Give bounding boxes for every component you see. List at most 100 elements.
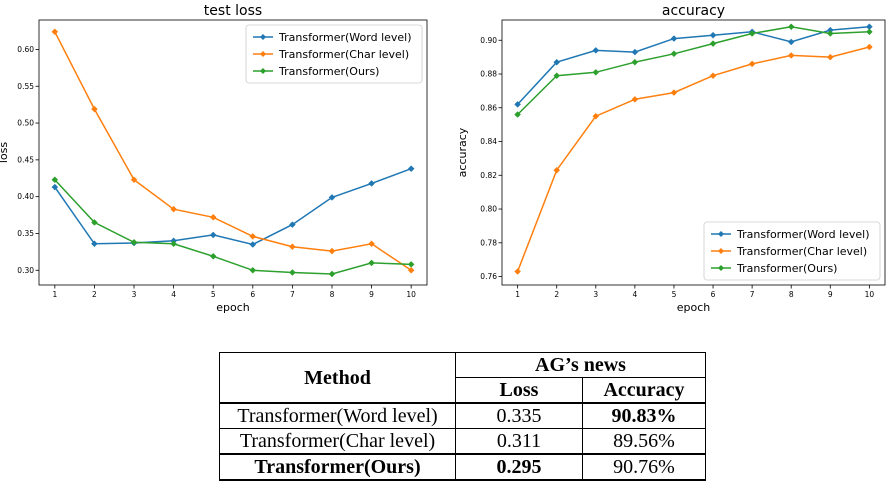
- y-tick-label: 0.76: [480, 272, 497, 281]
- table-row: Transformer(Ours) 0.295 90.76%: [219, 453, 706, 481]
- y-tick-label: 0.82: [480, 171, 497, 180]
- series-line: [516, 46, 870, 272]
- x-tick-label: 2: [554, 290, 559, 299]
- data-point: [407, 266, 415, 274]
- data-point: [826, 53, 834, 61]
- y-tick-label: 0.55: [17, 82, 34, 91]
- data-point: [51, 183, 59, 191]
- plot-frame: [501, 19, 886, 286]
- data-point: [670, 50, 678, 58]
- plot-frame: [38, 19, 428, 286]
- legend-label: Transformer(Char level): [278, 48, 409, 61]
- y-axis-label: loss: [0, 142, 10, 164]
- data-point: [866, 43, 873, 51]
- series-1: [514, 43, 873, 275]
- x-tick-label: 8: [330, 290, 335, 299]
- legend: Transformer(Word level) Transformer(Char …: [703, 221, 881, 281]
- y-tick-label: 0.90: [480, 36, 497, 45]
- series-line: [54, 179, 412, 275]
- chart-title: accuracy: [662, 3, 725, 19]
- data-point: [328, 247, 336, 255]
- method-cell: Transformer(Word level): [219, 402, 456, 429]
- x-tick-label: 8: [789, 290, 794, 299]
- data-point: [91, 240, 98, 248]
- data-point: [289, 221, 296, 228]
- y-tick-label: 0.30: [17, 266, 34, 275]
- data-point: [514, 111, 521, 118]
- y-tick-label: 0.60: [17, 45, 34, 54]
- table-subheader-row: Loss Accuracy: [220, 377, 706, 404]
- accuracy-cell: 90.83%: [582, 402, 706, 429]
- chart-title: test loss: [204, 3, 262, 19]
- x-tick-label: 9: [828, 290, 833, 299]
- data-point: [787, 23, 795, 31]
- data-point: [170, 205, 177, 213]
- legend-label: Transformer(Ours): [278, 65, 379, 78]
- data-point: [91, 105, 98, 113]
- data-point: [289, 243, 296, 251]
- data-point: [787, 38, 795, 46]
- legend-label: Transformer(Word level): [278, 31, 412, 44]
- legend-marker: [260, 51, 266, 57]
- loss-header: Loss: [455, 377, 583, 404]
- x-tick-label: 7: [290, 290, 295, 299]
- y-tick-label: 0.35: [17, 229, 34, 238]
- x-tick-label: 1: [52, 290, 57, 299]
- accuracy-cell: 89.56%: [582, 428, 706, 455]
- data-point: [826, 30, 834, 37]
- y-tick-label: 0.88: [480, 70, 497, 79]
- charts-figure: test loss 1 2 3 4 5 6 7 8 9 10 0.30 0.35 0.40 0.45 0.50…: [0, 3, 886, 314]
- y-tick-label: 0.50: [17, 119, 34, 128]
- loss-cell: 0.335: [455, 402, 583, 429]
- legend-marker: [718, 231, 724, 237]
- accuracy-cell: 90.76%: [582, 453, 706, 481]
- data-point: [748, 30, 756, 37]
- data-point: [631, 95, 639, 103]
- legend: Transformer(Word level) Transformer(Char …: [245, 24, 423, 84]
- data-point: [249, 266, 257, 274]
- series-2: [51, 176, 415, 278]
- x-tick-label: 7: [750, 290, 755, 299]
- data-point: [592, 47, 600, 54]
- data-point: [209, 252, 217, 260]
- legend-marker: [260, 34, 266, 40]
- y-tick-label: 0.78: [480, 238, 497, 247]
- legend-label: Transformer(Word level): [736, 228, 870, 241]
- x-tick-label: 5: [211, 290, 216, 299]
- data-point: [866, 28, 873, 36]
- dataset-header: AG’s news: [455, 352, 706, 378]
- y-tick-label: 0.80: [480, 205, 497, 214]
- legend-marker: [260, 68, 266, 74]
- loss-chart: test loss 1 2 3 4 5 6 7 8 9 10 0.30 0.35 0.40 0.45 0.50…: [0, 3, 428, 314]
- legend-marker: [718, 265, 724, 271]
- x-tick-label: 5: [672, 290, 677, 299]
- data-point: [51, 28, 59, 36]
- accuracy-header: Accuracy: [582, 377, 706, 404]
- data-point: [328, 194, 336, 201]
- data-point: [670, 89, 678, 96]
- data-point: [289, 269, 296, 276]
- x-tick-label: 4: [171, 290, 176, 299]
- method-cell: Transformer(Ours): [219, 453, 456, 481]
- loss-cell: 0.311: [455, 428, 583, 455]
- method-cell: Transformer(Char level): [219, 428, 456, 455]
- data-point: [249, 233, 257, 240]
- x-axis-label: epoch: [677, 301, 711, 314]
- x-tick-label: 6: [711, 290, 716, 299]
- series-line: [517, 26, 870, 105]
- legend-marker: [718, 248, 724, 254]
- data-point: [51, 176, 59, 184]
- series-0: [514, 23, 873, 108]
- x-tick-label: 2: [92, 290, 97, 299]
- data-point: [592, 112, 600, 120]
- y-tick-label: 0.84: [480, 137, 497, 146]
- table-row: Transformer(Char level) 0.311 89.56%: [219, 428, 706, 455]
- accuracy-chart: accuracy 1 2 3 4 5 6 7 8 9 10 0.76 0.78 0.80 0.82 0.84 0…: [456, 3, 886, 314]
- series-line: [54, 31, 412, 271]
- data-point: [592, 68, 600, 76]
- data-point: [209, 213, 217, 221]
- data-point: [368, 180, 375, 187]
- data-point: [670, 35, 678, 42]
- data-point: [514, 101, 521, 108]
- data-point: [631, 58, 639, 66]
